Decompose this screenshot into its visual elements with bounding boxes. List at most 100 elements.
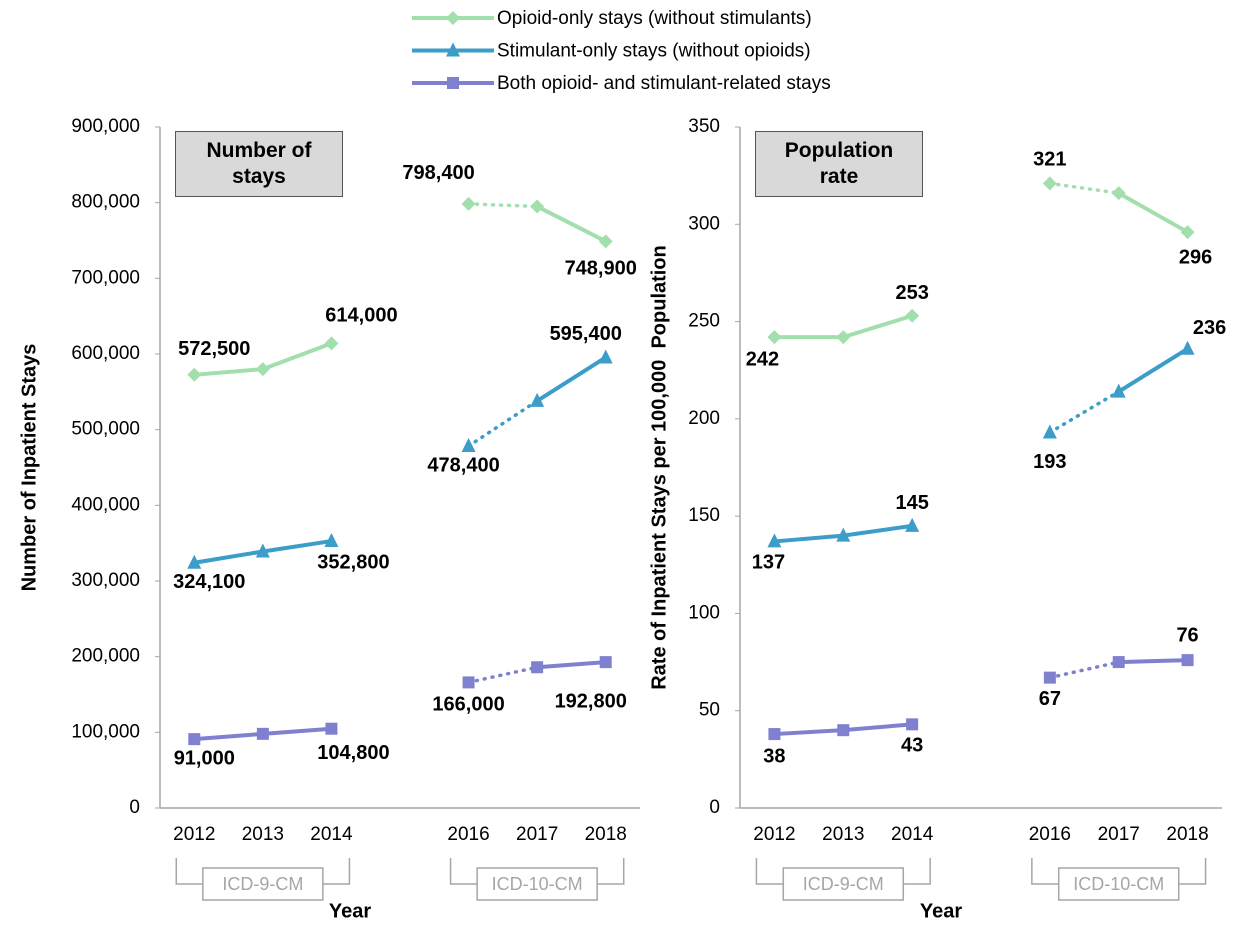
marker [905, 517, 920, 532]
series-line [193, 549, 264, 565]
y-tick-label: 0 [709, 797, 720, 818]
panel-label-box: Population rate [755, 131, 923, 197]
series-line [466, 665, 539, 685]
y-tick-label: 50 [699, 700, 720, 721]
series-line [843, 523, 913, 538]
y-tick-label: 150 [688, 505, 720, 526]
x-tick-label: 2012 [753, 824, 795, 845]
y-tick-label: 300 [688, 213, 720, 234]
x-tick-label: 2017 [516, 824, 558, 845]
y-tick-label: 500,000 [71, 419, 140, 440]
bracket-label: ICD-9-CM [222, 874, 303, 894]
marker [255, 362, 270, 377]
data-label: 572,500 [178, 338, 250, 360]
y-tick-label: 300,000 [71, 570, 140, 591]
marker [1180, 225, 1195, 240]
marker [1112, 656, 1125, 669]
marker [836, 330, 851, 345]
marker [1042, 424, 1057, 439]
bracket-label: ICD-10-CM [492, 874, 583, 894]
marker [530, 392, 545, 407]
bracket-box [782, 867, 905, 901]
marker [1042, 176, 1057, 191]
marker [188, 733, 201, 746]
y-axis-title: Number of Inpatient Stays [18, 344, 40, 592]
x-tick-label: 2018 [585, 824, 627, 845]
marker [1180, 340, 1195, 355]
data-label: 104,800 [317, 742, 389, 764]
y-tick-label: 800,000 [71, 192, 140, 213]
marker [906, 718, 919, 731]
y-tick-label: 250 [688, 311, 720, 332]
x-tick-label: 2016 [447, 824, 489, 845]
data-label: 38 [763, 745, 785, 767]
x-tick-label: 2014 [891, 824, 934, 845]
y-tick-label: 900,000 [71, 116, 140, 137]
data-label: 253 [895, 282, 928, 304]
x-tick-label: 2014 [310, 824, 353, 845]
data-label: 166,000 [432, 694, 504, 716]
marker [905, 308, 920, 323]
data-label: 352,800 [317, 551, 389, 573]
marker [1111, 383, 1126, 398]
data-label: 91,000 [174, 747, 235, 769]
bracket-box [1057, 867, 1180, 901]
marker [461, 196, 476, 211]
series-line [1048, 181, 1121, 195]
data-label: 595,400 [550, 323, 622, 345]
marker [324, 336, 339, 351]
series-line [1118, 658, 1188, 665]
series-line [774, 728, 844, 737]
x-tick-label: 2016 [1029, 824, 1071, 845]
marker [1111, 186, 1126, 201]
data-label: 137 [752, 552, 785, 574]
y-tick-label: 600,000 [71, 343, 140, 364]
marker [256, 727, 269, 740]
marker [461, 438, 476, 453]
series-line [1048, 660, 1121, 680]
data-label: 76 [1176, 624, 1198, 646]
marker [836, 527, 851, 542]
data-label: 324,100 [173, 571, 245, 593]
x-tick-label: 2012 [173, 824, 215, 845]
bracket-label: ICD-9-CM [803, 874, 884, 894]
series-line [194, 367, 264, 377]
marker [187, 367, 202, 382]
y-tick-label: 700,000 [71, 267, 140, 288]
data-label: 748,900 [565, 258, 637, 280]
marker [530, 199, 545, 214]
data-label: 296 [1179, 246, 1212, 268]
marker [837, 724, 850, 737]
marker [324, 533, 339, 548]
panel-label-box: Number of stays [175, 131, 343, 197]
data-label: 192,800 [555, 690, 627, 712]
x-tick-label: 2018 [1166, 824, 1208, 845]
y-tick-label: 100,000 [71, 721, 140, 742]
x-tick-label: 2017 [1098, 824, 1140, 845]
data-label: 236 [1193, 317, 1226, 339]
marker [598, 349, 613, 364]
x-tick-label: 2013 [242, 824, 284, 845]
series-line [536, 355, 607, 403]
y-tick-label: 0 [129, 797, 140, 818]
marker [531, 661, 544, 674]
bracket-box [202, 867, 324, 901]
legend-label: Stimulant-only stays (without opioids) [497, 41, 811, 62]
panel-label: Population rate [755, 131, 923, 197]
series-line [466, 202, 539, 209]
series-line [842, 313, 913, 340]
marker [325, 722, 338, 735]
series-line [536, 660, 606, 670]
series-line [843, 722, 913, 733]
x-tick-label: 2013 [822, 824, 864, 845]
marker [599, 656, 612, 669]
y-tick-label: 200,000 [71, 646, 140, 667]
series-line [536, 204, 607, 244]
legend-label: Both opioid- and stimulant-related stays [497, 73, 831, 94]
y-tick-label: 350 [688, 116, 720, 137]
marker [598, 234, 613, 249]
marker [446, 42, 460, 57]
panel-label: Number of stays [175, 131, 343, 197]
marker [447, 77, 459, 89]
